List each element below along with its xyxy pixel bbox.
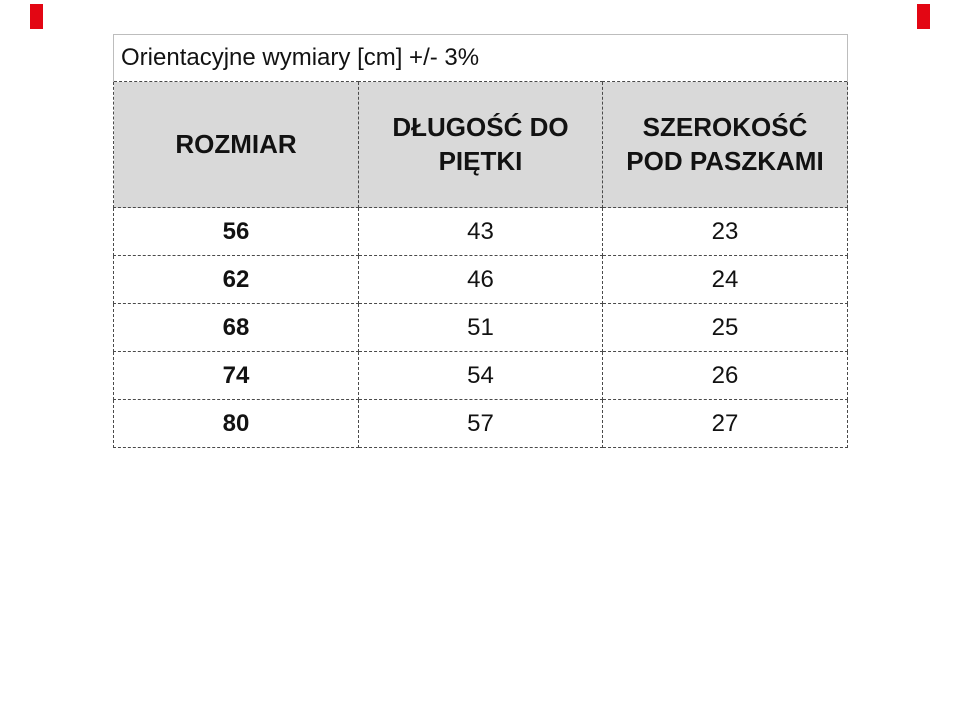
column-header-size: ROZMIAR: [113, 81, 359, 208]
table-row: 68 51 25: [113, 303, 848, 352]
size-cell: 80: [113, 399, 359, 448]
length-cell: 54: [358, 351, 603, 400]
red-accent-bar-left: [30, 4, 43, 29]
size-cell: 56: [113, 207, 359, 256]
table-row: 56 43 23: [113, 207, 848, 256]
table-title-row: Orientacyjne wymiary [cm] +/- 3%: [113, 34, 848, 82]
column-header-width-under-armpits: SZEROKOŚĆ POD PASZKAMI: [602, 81, 848, 208]
width-cell: 26: [602, 351, 848, 400]
size-cell: 74: [113, 351, 359, 400]
table-title: Orientacyjne wymiary [cm] +/- 3%: [113, 34, 848, 82]
length-cell: 46: [358, 255, 603, 304]
width-cell: 27: [602, 399, 848, 448]
size-table: Orientacyjne wymiary [cm] +/- 3% ROZMIAR…: [113, 34, 848, 448]
size-cell: 62: [113, 255, 359, 304]
red-accent-bar-right: [917, 4, 930, 29]
table-row: 62 46 24: [113, 255, 848, 304]
table-row: 74 54 26: [113, 351, 848, 400]
length-cell: 57: [358, 399, 603, 448]
table-row: 80 57 27: [113, 399, 848, 448]
width-cell: 23: [602, 207, 848, 256]
size-cell: 68: [113, 303, 359, 352]
table-header-row: ROZMIAR DŁUGOŚĆ DO PIĘTKI SZEROKOŚĆ POD …: [113, 81, 848, 208]
column-header-length-to-heel: DŁUGOŚĆ DO PIĘTKI: [358, 81, 603, 208]
length-cell: 51: [358, 303, 603, 352]
width-cell: 25: [602, 303, 848, 352]
length-cell: 43: [358, 207, 603, 256]
width-cell: 24: [602, 255, 848, 304]
